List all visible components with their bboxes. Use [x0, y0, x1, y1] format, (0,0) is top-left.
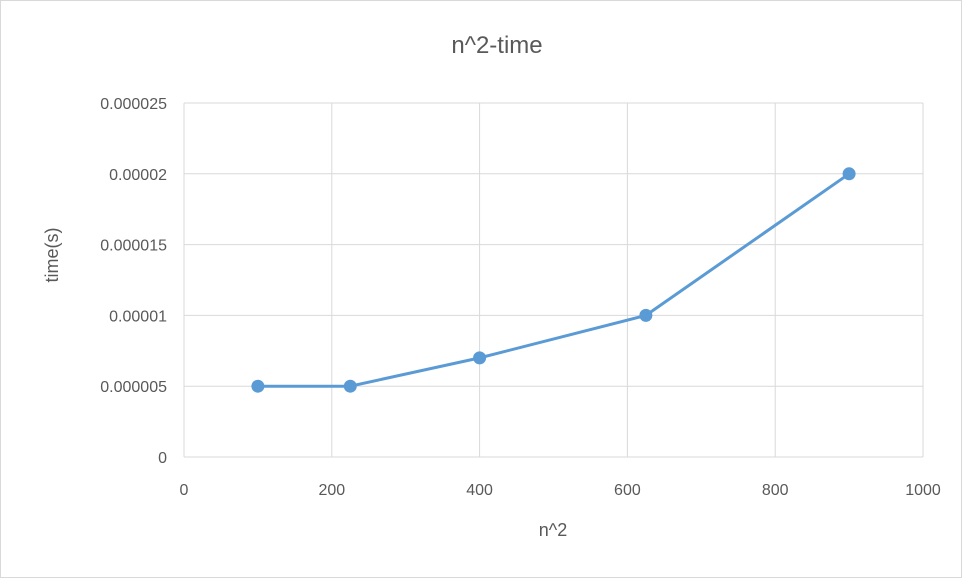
y-tick-label: 0	[158, 450, 167, 467]
grid-lines	[183, 102, 924, 458]
series-layer	[251, 167, 856, 393]
x-axis-title: n^2	[539, 520, 567, 540]
chart-title: n^2-time	[451, 32, 542, 59]
x-tick-labels: 0 200 400 600 800 1000	[180, 482, 941, 499]
x-tick-label: 0	[180, 482, 189, 499]
y-tick-label: 0.00002	[109, 167, 167, 184]
x-tick-label: 1000	[905, 482, 941, 499]
y-tick-label: 0.00001	[109, 308, 167, 325]
x-tick-label: 800	[762, 482, 789, 499]
data-point	[473, 351, 487, 365]
y-axis-title: time(s)	[42, 228, 62, 283]
y-tick-label: 0.000005	[100, 379, 167, 396]
x-tick-label: 200	[318, 482, 345, 499]
data-point	[343, 379, 357, 393]
y-tick-labels: 0 0.000005 0.00001 0.000015 0.00002 0.000025	[100, 96, 167, 467]
x-tick-label: 600	[614, 482, 641, 499]
series-line	[256, 172, 851, 388]
x-tick-label: 400	[466, 482, 493, 499]
y-tick-label: 0.000015	[100, 238, 167, 255]
data-point	[842, 167, 856, 181]
data-point	[639, 308, 653, 322]
data-point	[251, 379, 265, 393]
y-tick-label: 0.000025	[100, 96, 167, 113]
